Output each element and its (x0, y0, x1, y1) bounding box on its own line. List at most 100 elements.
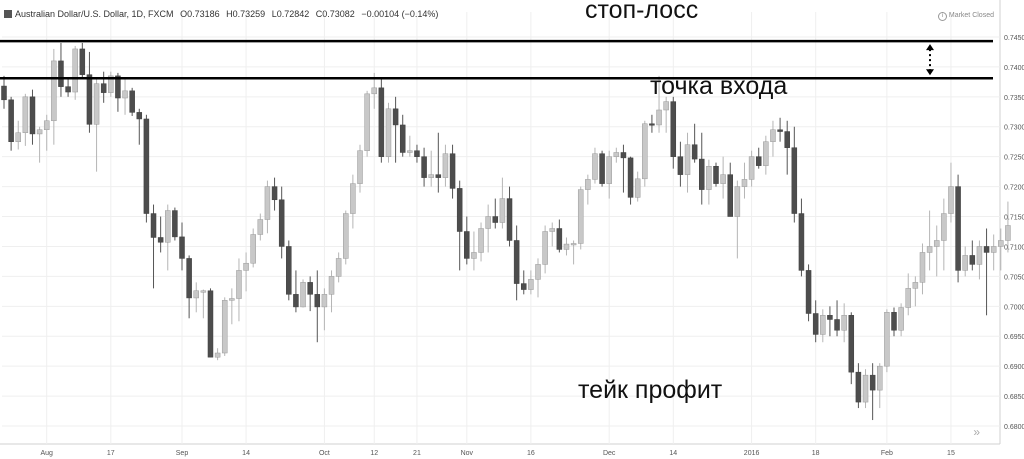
candle (51, 48, 57, 145)
candle (471, 231, 477, 271)
candle (271, 177, 278, 211)
candle-body (129, 90, 135, 113)
candle (407, 135, 413, 157)
candle (79, 42, 86, 79)
candle-body (307, 282, 313, 295)
candle-body (1005, 225, 1011, 241)
candle-body (165, 210, 171, 243)
candle-body (812, 313, 819, 335)
x-tick-label: 2016 (744, 450, 760, 457)
candle-body (442, 153, 449, 178)
candle-body (214, 352, 221, 358)
x-tick-label: 14 (242, 450, 250, 457)
candle (200, 289, 207, 319)
candle (129, 87, 135, 116)
candle-body (862, 374, 869, 403)
candle (357, 144, 363, 193)
x-tick-label: Sep (176, 450, 189, 457)
candle (691, 123, 698, 163)
candle (941, 198, 947, 271)
candle-body (990, 246, 997, 253)
candle (243, 252, 249, 292)
candle (485, 204, 491, 253)
candle (570, 240, 577, 265)
candle-body (834, 319, 840, 331)
candle-body (286, 246, 292, 295)
x-tick-label: 12 (370, 450, 378, 457)
candle (812, 300, 819, 343)
stop-loss-label: стоп-лосс (585, 0, 699, 24)
candle-body (207, 290, 214, 358)
candle (229, 288, 235, 325)
candle-body (36, 129, 43, 135)
candle (278, 186, 285, 259)
candle (179, 222, 185, 271)
candle-body (684, 144, 691, 175)
candle-body (414, 150, 420, 157)
candle (72, 45, 78, 100)
candle-body (869, 374, 876, 391)
candle-body (328, 276, 335, 295)
candle-body (478, 228, 484, 253)
candle (549, 222, 555, 247)
scroll-right-icon[interactable]: » (973, 425, 980, 439)
candle-body (150, 213, 157, 238)
candle-body (805, 270, 812, 314)
candle-body (464, 231, 470, 259)
candle (364, 90, 370, 157)
candle (585, 174, 591, 205)
candle-body (392, 108, 399, 126)
candle (335, 252, 342, 283)
candle (734, 180, 741, 259)
candle-body (421, 156, 427, 178)
take-profit-label: тейк профит (578, 376, 723, 404)
candle-body (570, 243, 577, 246)
candle-body (634, 178, 641, 198)
x-tick-label: 18 (812, 450, 820, 457)
candle (770, 120, 776, 157)
ohlc-high: H0.73259 (226, 9, 266, 19)
candle-body (855, 371, 862, 403)
candle (378, 78, 385, 163)
candle-body (720, 174, 726, 184)
candle-body (51, 60, 57, 122)
candle (435, 132, 442, 193)
candle (962, 246, 968, 277)
candle (257, 213, 264, 241)
candle-body (1, 85, 7, 101)
candle-body (670, 101, 677, 157)
candle (157, 216, 164, 253)
candle-body (741, 179, 748, 187)
candle (542, 225, 548, 274)
candle (535, 258, 541, 298)
candle (108, 71, 114, 97)
candle-body (506, 198, 513, 241)
candle (848, 312, 855, 385)
candle-body (86, 74, 93, 125)
candle (599, 150, 605, 187)
entry-label: точка входа (650, 72, 788, 100)
candle-body (343, 213, 349, 259)
candle (143, 114, 150, 223)
candle (307, 276, 313, 312)
candle-body (841, 315, 847, 331)
candle-body (627, 157, 634, 198)
candle-body (891, 312, 897, 331)
candle (100, 71, 107, 103)
candle-body (15, 132, 21, 142)
y-tick-label: 0.68000 (1004, 424, 1024, 431)
candle (513, 225, 520, 301)
candle (976, 240, 983, 280)
candle (93, 78, 100, 172)
x-tick-label: 21 (413, 450, 421, 457)
candle (478, 222, 484, 262)
candle-body (278, 199, 285, 247)
